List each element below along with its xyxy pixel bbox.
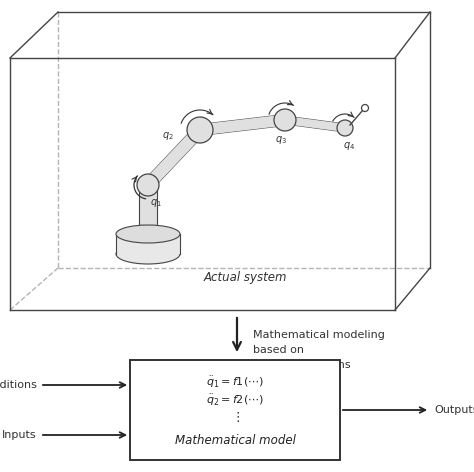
Circle shape (362, 104, 368, 111)
Bar (116, 234, 180, 254)
Ellipse shape (116, 225, 180, 243)
Text: $q_2$: $q_2$ (162, 130, 174, 142)
Text: Outputs: Outputs (434, 405, 474, 415)
Circle shape (137, 174, 159, 196)
Text: $q_3$: $q_3$ (275, 134, 287, 146)
Bar (130, 360, 340, 460)
Text: Actual system: Actual system (203, 271, 287, 285)
Polygon shape (284, 116, 346, 132)
Text: $q_4$: $q_4$ (343, 140, 355, 152)
Text: $\ddot{q}_1 = f1(\cdots)$: $\ddot{q}_1 = f1(\cdots)$ (206, 374, 264, 390)
Circle shape (187, 117, 213, 143)
Text: Mathematical modeling
based on
physical relations: Mathematical modeling based on physical … (253, 330, 385, 370)
Circle shape (274, 109, 296, 131)
Circle shape (337, 120, 353, 136)
Text: Mathematical model: Mathematical model (174, 433, 295, 447)
Text: Inputs: Inputs (2, 430, 37, 440)
Ellipse shape (139, 182, 157, 188)
Polygon shape (144, 126, 204, 189)
Text: $\vdots$: $\vdots$ (230, 410, 239, 424)
Ellipse shape (116, 244, 180, 264)
Text: Initial conditions: Initial conditions (0, 380, 37, 390)
Text: $q_1$: $q_1$ (150, 197, 162, 209)
Bar (139, 185, 157, 235)
Polygon shape (200, 115, 286, 135)
Text: $\ddot{q}_2 = f2(\cdots)$: $\ddot{q}_2 = f2(\cdots)$ (206, 392, 264, 408)
